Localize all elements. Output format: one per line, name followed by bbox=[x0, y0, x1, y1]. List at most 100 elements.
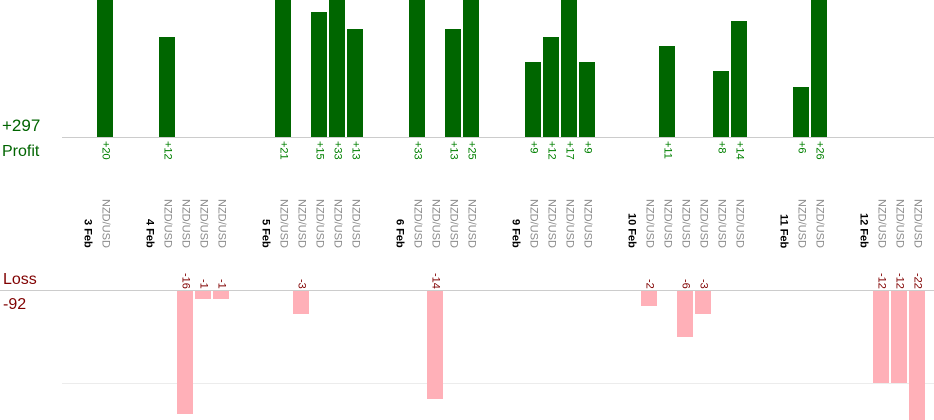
loss-bar bbox=[891, 291, 907, 383]
symbol-label: NZD/USD bbox=[331, 199, 344, 248]
symbol-label: NZD/USD bbox=[277, 199, 290, 248]
trade-column: NZD/USD +14 bbox=[730, 0, 748, 420]
symbol-label: NZD/USD bbox=[527, 199, 540, 248]
profit-value-label: +9 bbox=[527, 141, 540, 154]
profit-value-label: +25 bbox=[465, 141, 478, 160]
trade-column: NZD/USD -1 bbox=[212, 0, 230, 420]
loss-value-label: -2 bbox=[643, 279, 656, 289]
loss-value-label: -22 bbox=[911, 273, 924, 289]
date-column: 10 Feb bbox=[622, 0, 640, 420]
symbol-label: NZD/USD bbox=[313, 199, 326, 248]
day-group: 3 Feb NZD/USD +20 bbox=[78, 0, 114, 420]
loss-bar bbox=[177, 291, 193, 414]
symbol-label: NZD/USD bbox=[875, 199, 888, 248]
symbol-label: NZD/USD bbox=[545, 199, 558, 248]
profit-value-label: +11 bbox=[661, 141, 674, 159]
profit-axis-caption: Profit bbox=[2, 143, 40, 160]
trade-column: NZD/USD -6 bbox=[676, 0, 694, 420]
profit-bar bbox=[329, 0, 345, 137]
profit-value-label: +17 bbox=[563, 141, 576, 160]
trade-column: NZD/USD -16 bbox=[176, 0, 194, 420]
loss-value-label: -1 bbox=[197, 279, 210, 289]
loss-value-label: -3 bbox=[295, 279, 308, 289]
trade-column: NZD/USD +17 bbox=[560, 0, 578, 420]
day-group: 10 Feb NZD/USD -2 NZD/USD +11 NZD/USD -6 NZD/US… bbox=[622, 0, 748, 420]
profit-bar bbox=[409, 0, 425, 137]
trade-column: NZD/USD +9 bbox=[524, 0, 542, 420]
profit-bar bbox=[731, 21, 747, 137]
profit-bar bbox=[525, 62, 541, 137]
date-label: 6 Feb bbox=[393, 219, 406, 248]
day-group: 4 Feb NZD/USD +12 NZD/USD -16 NZD/USD -1 NZD/US… bbox=[140, 0, 230, 420]
date-label: 5 Feb bbox=[259, 219, 272, 248]
day-group: 6 Feb NZD/USD +33 NZD/USD -14 NZD/USD +13 NZD/U… bbox=[390, 0, 480, 420]
date-column: 12 Feb bbox=[854, 0, 872, 420]
trade-column: NZD/USD -1 bbox=[194, 0, 212, 420]
loss-value-label: -6 bbox=[679, 279, 692, 289]
trade-column: NZD/USD +9 bbox=[578, 0, 596, 420]
loss-bar bbox=[677, 291, 693, 337]
symbol-label: NZD/USD bbox=[715, 199, 728, 248]
date-column: 9 Feb bbox=[506, 0, 524, 420]
trade-column: NZD/USD +20 bbox=[96, 0, 114, 420]
loss-value-label: -1 bbox=[215, 279, 228, 289]
trade-column: NZD/USD +8 bbox=[712, 0, 730, 420]
profit-value-label: +12 bbox=[545, 141, 558, 160]
profit-bar bbox=[347, 29, 363, 137]
profit-value-label: +20 bbox=[99, 141, 112, 160]
profit-value-label: +9 bbox=[581, 141, 594, 154]
loss-bar bbox=[695, 291, 711, 314]
loss-value-label: -12 bbox=[875, 273, 888, 289]
symbol-label: NZD/USD bbox=[697, 199, 710, 248]
symbol-label: NZD/USD bbox=[795, 199, 808, 248]
trade-column: NZD/USD +33 bbox=[408, 0, 426, 420]
profit-value-label: +33 bbox=[411, 141, 424, 160]
date-column: 6 Feb bbox=[390, 0, 408, 420]
profit-value-label: +33 bbox=[331, 141, 344, 160]
date-column: 3 Feb bbox=[78, 0, 96, 420]
symbol-label: NZD/USD bbox=[429, 199, 442, 248]
symbol-label: NZD/USD bbox=[349, 199, 362, 248]
symbol-label: NZD/USD bbox=[411, 199, 424, 248]
profit-baseline bbox=[62, 137, 934, 138]
symbol-label: NZD/USD bbox=[581, 199, 594, 248]
profit-bar bbox=[579, 62, 595, 137]
symbol-label: NZD/USD bbox=[99, 199, 112, 248]
trade-column: NZD/USD -14 bbox=[426, 0, 444, 420]
loss-axis-caption: Loss bbox=[3, 271, 37, 288]
symbol-label: NZD/USD bbox=[893, 199, 906, 248]
profit-bar bbox=[463, 0, 479, 137]
date-column: 11 Feb bbox=[774, 0, 792, 420]
symbol-label: NZD/USD bbox=[813, 199, 826, 248]
loss-bar bbox=[427, 291, 443, 399]
chart-columns: 3 Feb NZD/USD +20 4 Feb NZD/USD +12 NZD/USD -16… bbox=[78, 0, 926, 420]
lower-gridline bbox=[62, 383, 934, 384]
profit-bar bbox=[97, 0, 113, 137]
loss-bar bbox=[293, 291, 309, 314]
profit-value-label: +15 bbox=[313, 141, 326, 160]
trade-column: NZD/USD +21 bbox=[274, 0, 292, 420]
day-group: 12 Feb NZD/USD -12 NZD/USD -12 NZD/USD -22 bbox=[854, 0, 926, 420]
symbol-label: NZD/USD bbox=[161, 199, 174, 248]
profit-value-label: +6 bbox=[795, 141, 808, 154]
symbol-label: NZD/USD bbox=[179, 199, 192, 248]
date-column: 4 Feb bbox=[140, 0, 158, 420]
date-label: 11 Feb bbox=[777, 213, 790, 248]
trade-column: NZD/USD -3 bbox=[694, 0, 712, 420]
loss-value-label: -3 bbox=[697, 279, 710, 289]
profit-value-label: +13 bbox=[447, 141, 460, 160]
trade-column: NZD/USD +25 bbox=[462, 0, 480, 420]
date-label: 4 Feb bbox=[143, 219, 156, 248]
loss-bar bbox=[213, 291, 229, 299]
profit-bar bbox=[659, 46, 675, 137]
day-group: 5 Feb NZD/USD +21 NZD/USD -3 NZD/USD +15 NZD/US… bbox=[256, 0, 364, 420]
loss-value-label: -12 bbox=[893, 273, 906, 289]
trade-column: NZD/USD +26 bbox=[810, 0, 828, 420]
profit-value-label: +21 bbox=[277, 141, 290, 160]
profit-bar bbox=[793, 87, 809, 137]
date-label: 10 Feb bbox=[625, 213, 638, 248]
trade-column: NZD/USD -3 bbox=[292, 0, 310, 420]
trade-column: NZD/USD -2 bbox=[640, 0, 658, 420]
profit-total-label: +297 bbox=[2, 116, 41, 135]
